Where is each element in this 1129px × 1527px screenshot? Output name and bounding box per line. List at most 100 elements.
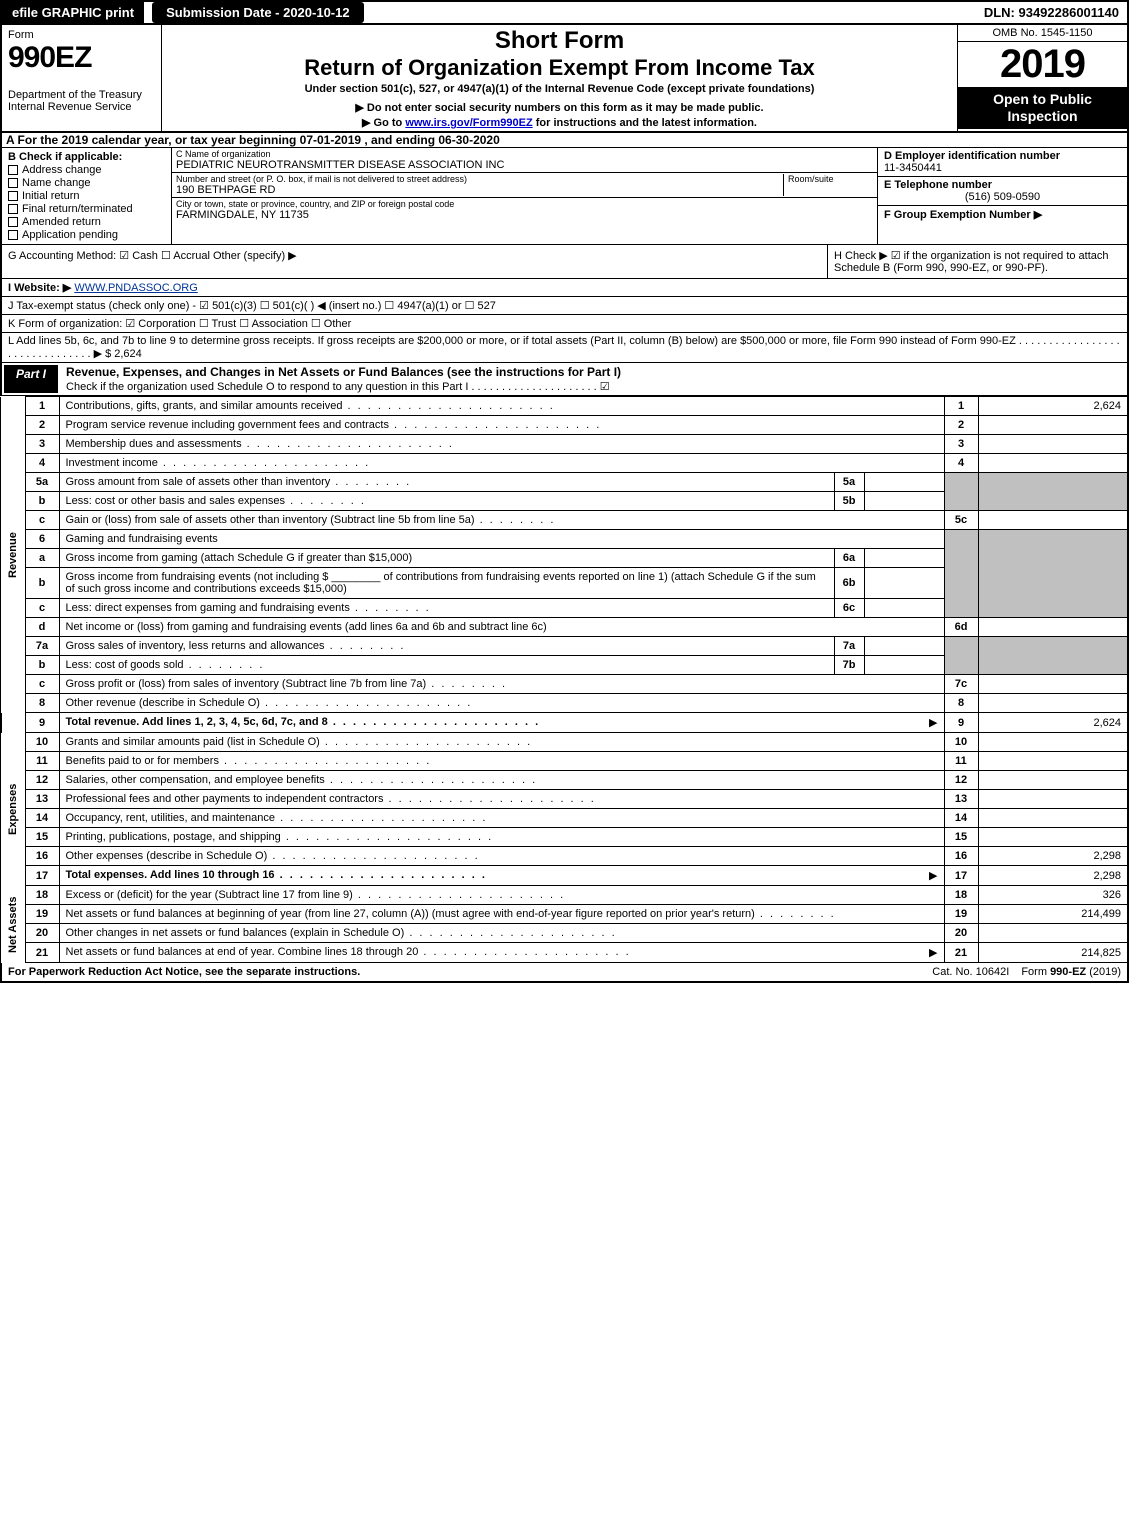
line-5b-num: b [25, 492, 59, 511]
street-value: 190 BETHPAGE RD [176, 184, 783, 196]
form-page-ref: Form 990-EZ (2019) [1015, 963, 1127, 981]
shade-5-amt [978, 473, 1128, 511]
line-3-ln: 3 [944, 435, 978, 454]
line-19-desc: Net assets or fund balances at beginning… [59, 905, 944, 924]
line-5c-amount [978, 511, 1128, 530]
short-form-title: Short Form [168, 27, 951, 55]
line-16-amount: 2,298 [978, 847, 1128, 866]
public-inspection-badge: Open to Public Inspection [958, 87, 1127, 129]
line-21-desc: Net assets or fund balances at end of ye… [59, 943, 944, 963]
part1-title: Revenue, Expenses, and Changes in Net As… [60, 363, 1127, 395]
box-b-title: B Check if applicable: [8, 151, 165, 163]
line-6d-ln: 6d [944, 618, 978, 637]
line-15-ln: 15 [944, 828, 978, 847]
revenue-spacer [1, 713, 25, 733]
check-initial-return[interactable]: Initial return [8, 190, 165, 202]
line-21-ln: 21 [944, 943, 978, 963]
line-15-num: 15 [25, 828, 59, 847]
line-6d-num: d [25, 618, 59, 637]
line-6d-desc: Net income or (loss) from gaming and fun… [59, 618, 944, 637]
line-14-amount [978, 809, 1128, 828]
ssn-warning: ▶ Do not enter social security numbers o… [168, 101, 951, 114]
form-word: Form [8, 29, 155, 41]
irs-label: Internal Revenue Service [8, 101, 155, 113]
box-b: B Check if applicable: Address change Na… [2, 148, 172, 244]
line-5b-subval [864, 492, 944, 511]
line-12-num: 12 [25, 771, 59, 790]
line-6c-subnum: 6c [834, 599, 864, 618]
line-4-ln: 4 [944, 454, 978, 473]
line-20-desc: Other changes in net assets or fund bala… [59, 924, 944, 943]
row-k-form-organization: K Form of organization: ☑ Corporation ☐ … [0, 315, 1129, 333]
line-12-desc: Salaries, other compensation, and employ… [59, 771, 944, 790]
website-link[interactable]: WWW.PNDASSOC.ORG [74, 282, 197, 294]
irs-link[interactable]: www.irs.gov/Form990EZ [405, 117, 532, 129]
line-7c-amount [978, 675, 1128, 694]
line-9-ln: 9 [944, 713, 978, 733]
line-10-desc: Grants and similar amounts paid (list in… [59, 733, 944, 752]
page-footer: For Paperwork Reduction Act Notice, see … [0, 963, 1129, 983]
line-5a-subval [864, 473, 944, 492]
line-6b-subval [864, 568, 944, 599]
check-address-change[interactable]: Address change [8, 164, 165, 176]
phone-value: (516) 509-0590 [884, 191, 1121, 203]
section-a-tax-year: A For the 2019 calendar year, or tax yea… [0, 133, 1129, 148]
line-17-ln: 17 [944, 866, 978, 886]
org-name: PEDIATRIC NEUROTRANSMITTER DISEASE ASSOC… [176, 159, 873, 171]
line-10-num: 10 [25, 733, 59, 752]
line-7a-num: 7a [25, 637, 59, 656]
line-6-num: 6 [25, 530, 59, 549]
org-name-label: C Name of organization [176, 149, 873, 159]
check-final-return[interactable]: Final return/terminated [8, 203, 165, 215]
omb-number: OMB No. 1545-1150 [958, 25, 1127, 42]
line-6b-desc: Gross income from fundraising events (no… [59, 568, 834, 599]
header-center: Short Form Return of Organization Exempt… [162, 25, 957, 131]
line-17-desc: Total expenses. Add lines 10 through 16 … [59, 866, 944, 886]
line-4-desc: Investment income [59, 454, 944, 473]
part1-check-o: Check if the organization used Schedule … [66, 381, 610, 393]
line-6-desc: Gaming and fundraising events [59, 530, 944, 549]
form-title: Return of Organization Exempt From Incom… [168, 55, 951, 81]
shade-7 [944, 637, 978, 675]
line-7a-subnum: 7a [834, 637, 864, 656]
line-20-ln: 20 [944, 924, 978, 943]
line-20-amount [978, 924, 1128, 943]
line-12-ln: 12 [944, 771, 978, 790]
shade-7-amt [978, 637, 1128, 675]
efile-print-button[interactable]: efile GRAPHIC print [2, 2, 144, 23]
line-5b-subnum: 5b [834, 492, 864, 511]
line-10-amount [978, 733, 1128, 752]
website-label: I Website: ▶ [8, 282, 71, 294]
line-8-num: 8 [25, 694, 59, 713]
ein-value: 11-3450441 [884, 162, 1121, 174]
line-18-num: 18 [25, 886, 59, 905]
line-17-amount: 2,298 [978, 866, 1128, 886]
dln-label: DLN: 93492286001140 [976, 2, 1127, 23]
revenue-vert-label: Revenue [1, 397, 25, 713]
line-1-desc: Contributions, gifts, grants, and simila… [59, 397, 944, 416]
line-1-ln: 1 [944, 397, 978, 416]
line-7b-desc: Less: cost of goods sold [59, 656, 834, 675]
part1-header: Part I Revenue, Expenses, and Changes in… [0, 363, 1129, 396]
line-16-ln: 16 [944, 847, 978, 866]
line-15-desc: Printing, publications, postage, and shi… [59, 828, 944, 847]
line-18-ln: 18 [944, 886, 978, 905]
check-amended-return[interactable]: Amended return [8, 216, 165, 228]
goto-pre: ▶ Go to [362, 117, 405, 129]
check-application-pending[interactable]: Application pending [8, 229, 165, 241]
line-16-num: 16 [25, 847, 59, 866]
line-6b-subnum: 6b [834, 568, 864, 599]
check-name-change[interactable]: Name change [8, 177, 165, 189]
line-6d-amount [978, 618, 1128, 637]
line-11-desc: Benefits paid to or for members [59, 752, 944, 771]
schedule-b-check: H Check ▶ ☑ if the organization is not r… [827, 245, 1127, 278]
line-13-desc: Professional fees and other payments to … [59, 790, 944, 809]
goto-post: for instructions and the latest informat… [533, 117, 757, 129]
line-2-ln: 2 [944, 416, 978, 435]
netassets-vert-label: Net Assets [1, 886, 25, 963]
row-l-gross-receipts: L Add lines 5b, 6c, and 7b to line 9 to … [0, 333, 1129, 363]
line-6b-num: b [25, 568, 59, 599]
line-7c-desc: Gross profit or (loss) from sales of inv… [59, 675, 944, 694]
line-11-num: 11 [25, 752, 59, 771]
header-left: Form 990EZ Department of the Treasury In… [2, 25, 162, 131]
